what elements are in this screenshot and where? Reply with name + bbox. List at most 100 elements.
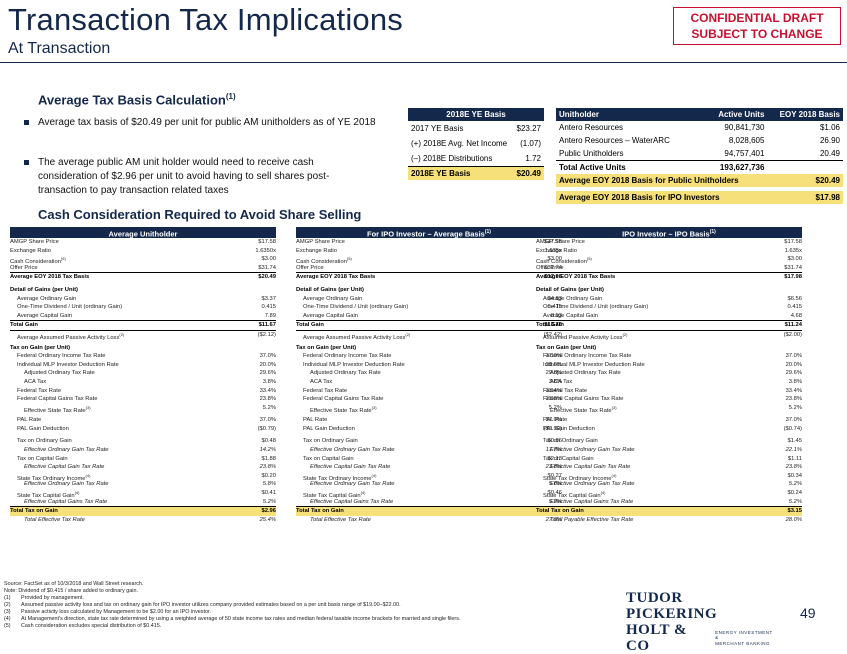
calc-row-label-text: Offer Price xyxy=(296,264,324,271)
calc-row-value: 37.0% xyxy=(785,353,802,360)
calc-row-label-text: Effective Capital Gains Tax Rate xyxy=(550,498,634,505)
calc-row-label-text: State Tax Capital Gain xyxy=(303,492,361,499)
calc-row-label-text: Effective Capital Gain Tax Rate xyxy=(24,464,105,471)
calc-row-value: 0.415 xyxy=(547,304,562,311)
calc-row-label: Total Tax on Gain xyxy=(296,507,344,516)
calc-row: Total Payable Effective Tax Rate 28.0% xyxy=(536,516,802,525)
page-number: 49 xyxy=(800,605,816,621)
footnote-number: (3) xyxy=(4,609,11,615)
calc-row-value: 23.8% xyxy=(545,464,562,471)
calc-row-value: 3.8% xyxy=(262,378,276,385)
ye-basis-value: (1.07) xyxy=(520,139,541,148)
calc-row-label-text: Average EOY 2018 Tax Basis xyxy=(296,274,376,281)
calc-row-footnote: (4) xyxy=(85,472,91,478)
calc-row: Total Effective Tax Rate 25.4% xyxy=(10,516,276,525)
calc-row: Individual MLP Investor Deduction Rate 20… xyxy=(296,361,562,370)
calc-row-value: $0.48 xyxy=(261,438,276,445)
ye-basis-header: 2018E YE Basis xyxy=(446,110,506,119)
calc-row-label: Federal Capital Gains Tax Rate xyxy=(10,395,97,404)
calc-row-label-text: Total Payable Effective Tax Rate xyxy=(550,516,634,523)
calc-row: Average EOY 2018 Tax Basis $20.49 xyxy=(10,272,276,282)
calc-row-label: Adjusted Ordinary Tax Rate xyxy=(10,369,95,378)
eoy-basis-col-header: EOY 2018 Basis xyxy=(779,110,840,119)
calc-row-value: ($2.12) xyxy=(257,331,276,338)
calc-row: Individual MLP Investor Deduction Rate 20… xyxy=(536,361,802,370)
calc-row-label-text: Assumed Passive Activity Loss xyxy=(543,334,623,341)
calc-row-value: 1.6350x xyxy=(255,247,276,254)
calc-row: Total Gain $11.67 xyxy=(10,320,276,330)
calc-row: Effective Ordinary Gain Tax Rate 5.2% xyxy=(536,480,802,489)
calc-row: Effective Ordinary Gain Tax Rate 22.1% xyxy=(536,446,802,455)
calc-row-label-text: Average Capital Gain xyxy=(17,312,72,319)
calc-row-value: ($2.00) xyxy=(783,331,802,338)
calc-row-label: Cash Consideration(5) xyxy=(10,255,66,265)
calc-row-label: Individual MLP Investor Deduction Rate xyxy=(10,361,119,370)
active-units-col-header: Active Units xyxy=(718,110,765,119)
ye-basis-label: (–) 2018E Distributions xyxy=(408,151,513,167)
calc-column-header: Average Unitholder xyxy=(10,227,276,239)
calc-row-label-text: Effective Capital Gains Tax Rate xyxy=(24,498,108,505)
calc-row-value: 4.68 xyxy=(790,312,802,319)
calc-row-value: ($0.90) xyxy=(543,425,562,432)
calc-row-value: $17.98 xyxy=(544,274,562,281)
footnote-text: At Management's direction, state tax rat… xyxy=(21,616,461,622)
calc-row-label: Detail of Gains (per Unit) xyxy=(296,286,364,295)
unitholder-name: Public Unitholders xyxy=(556,147,703,161)
calc-row-value: $11.24 xyxy=(784,322,802,329)
calc-row-label-text: Tax on Ordinary Gain xyxy=(17,438,72,445)
calc-row: Federal Ordinary Income Tax Rate 37.0% xyxy=(536,352,802,361)
calc-column-title: IPO Investor – IPO Basis xyxy=(622,229,710,239)
calc-row-label-text: Tax on Capital Gain xyxy=(543,455,594,462)
calc-row-label-text: State Tax Ordinary Income xyxy=(543,475,612,482)
calc-column: Average Unitholder AMGP Share Price $17.58… xyxy=(10,227,276,524)
calc-row-label: Total Tax on Gain xyxy=(536,507,584,516)
calc-row-label-text: Total Tax on Gain xyxy=(296,508,344,515)
calc-row-value: 17.7% xyxy=(545,447,562,454)
footnote-note: Note: Dividend of $0.415 / share added t… xyxy=(4,588,138,594)
calc-row-footnote: (3) xyxy=(85,404,91,410)
calc-row-label: Individual MLP Investor Deduction Rate xyxy=(536,361,645,370)
calc-row-value: $17.58 xyxy=(784,239,802,245)
calc-row-label: Federal Ordinary Income Tax Rate xyxy=(536,352,632,361)
calc-row: Average Assumed Passive Activity Loss(2)… xyxy=(296,329,562,341)
calc-row-value: $6.56 xyxy=(787,295,802,302)
calc-row-value: 3.8% xyxy=(788,378,802,385)
calc-row-label-text: Effective Ordinary Gain Tax Rate xyxy=(550,447,635,454)
calc-row-label: Average Ordinary Gain xyxy=(536,295,602,304)
calc-row-label-text: Tax on Capital Gain xyxy=(17,455,68,462)
calc-row-label: Tax on Capital Gain xyxy=(536,455,594,464)
calc-row-label: Cash Consideration(5) xyxy=(536,255,592,265)
calc-row-label: Effective Ordinary Gain Tax Rate xyxy=(536,480,635,489)
calc-row: AMGP Share Price $17.58 xyxy=(296,238,562,247)
ye-basis-table: 2018E YE Basis 2017 YE Basis $23.27 (+) 2… xyxy=(408,108,544,180)
calc-row: Adjusted Ordinary Tax Rate 29.6% xyxy=(536,369,802,378)
calc-row-value: 33.4% xyxy=(259,387,276,394)
calc-row-label-text: Total Tax on Gain xyxy=(10,508,58,515)
calc-row-value: 33.4% xyxy=(545,387,562,394)
calc-row-label: Total Gain xyxy=(296,321,324,330)
calc-row-label: Tax on Capital Gain xyxy=(296,455,354,464)
calc-row-value: $17.58 xyxy=(258,239,276,245)
company-logo: TUDOR PICKERING HOLT & CO ENERGY INVESTM… xyxy=(626,590,774,654)
calc-row-label: Effective Ordinary Gain Tax Rate xyxy=(10,480,109,489)
unitholder-units: 90,841,730 xyxy=(724,123,765,132)
calc-row-value: 5.2% xyxy=(262,404,276,411)
calc-row: Average Ordinary Gain $4.83 xyxy=(296,295,562,304)
calc-row-label-text: Detail of Gains (per Unit) xyxy=(10,286,78,293)
calc-row: Average Assumed Passive Activity Loss(2)… xyxy=(10,329,276,341)
calc-column-footnote: (1) xyxy=(709,229,716,235)
calc-row-label: Exchange Ratio xyxy=(10,247,51,256)
calc-row-label-text: Effective Capital Gain Tax Rate xyxy=(310,464,391,471)
calc-row-value: 37.0% xyxy=(545,417,562,424)
calc-row-value: $3.15 xyxy=(787,508,802,515)
calc-row: Effective Capital Gains Tax Rate 5.2% xyxy=(536,498,802,507)
calc-row-label-text: One-Time Dividend / Unit (ordinary Gain) xyxy=(303,304,409,311)
calc-row-value: $31.74 xyxy=(258,264,276,271)
calc-row-label: ACA Tax xyxy=(10,378,46,387)
unitholder-col-header: Unitholder xyxy=(559,110,599,119)
calc-row: Average Ordinary Gain $3.37 xyxy=(10,295,276,304)
calc-row-label-text: AMGP Share Price xyxy=(10,239,59,245)
calc-row-value: 5.2% xyxy=(548,404,562,411)
calc-column-title: For IPO Investor – Average Basis xyxy=(367,229,485,239)
calc-row-label-text: PAL Gain Deduction xyxy=(303,425,355,432)
